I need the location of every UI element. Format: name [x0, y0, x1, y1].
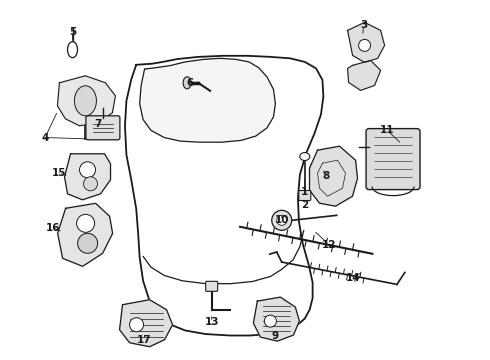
Polygon shape: [140, 58, 275, 142]
Circle shape: [277, 215, 287, 225]
Polygon shape: [310, 146, 358, 206]
Text: 5: 5: [69, 27, 76, 37]
Text: 6: 6: [187, 78, 194, 88]
Circle shape: [77, 233, 98, 253]
FancyBboxPatch shape: [206, 281, 218, 291]
Ellipse shape: [74, 86, 97, 116]
Ellipse shape: [183, 77, 191, 89]
Polygon shape: [347, 22, 385, 62]
Polygon shape: [58, 203, 113, 266]
Text: 17: 17: [137, 335, 152, 345]
Ellipse shape: [68, 42, 77, 58]
Text: 15: 15: [51, 168, 66, 178]
Text: 2: 2: [301, 200, 308, 210]
Polygon shape: [57, 76, 116, 126]
Circle shape: [265, 315, 276, 327]
Circle shape: [129, 318, 144, 332]
Text: 16: 16: [46, 222, 60, 233]
Text: 4: 4: [41, 132, 49, 143]
FancyBboxPatch shape: [299, 190, 311, 201]
FancyBboxPatch shape: [366, 129, 420, 190]
Text: 7: 7: [94, 119, 102, 129]
Text: 8: 8: [322, 171, 329, 181]
Text: 12: 12: [322, 240, 337, 250]
Polygon shape: [253, 297, 299, 341]
Polygon shape: [347, 60, 381, 90]
Circle shape: [76, 214, 95, 232]
Circle shape: [83, 177, 98, 191]
Circle shape: [272, 210, 292, 230]
Text: 11: 11: [380, 125, 394, 135]
Polygon shape: [120, 300, 172, 347]
Text: 10: 10: [274, 215, 289, 225]
Polygon shape: [125, 56, 323, 336]
Circle shape: [79, 162, 96, 178]
Text: 3: 3: [360, 20, 367, 30]
Circle shape: [359, 39, 370, 51]
Text: 13: 13: [204, 317, 219, 327]
Polygon shape: [65, 154, 111, 200]
Text: 9: 9: [272, 330, 279, 341]
Text: 14: 14: [345, 273, 360, 283]
Ellipse shape: [300, 153, 310, 161]
Text: 1: 1: [301, 186, 308, 197]
FancyBboxPatch shape: [86, 116, 120, 140]
